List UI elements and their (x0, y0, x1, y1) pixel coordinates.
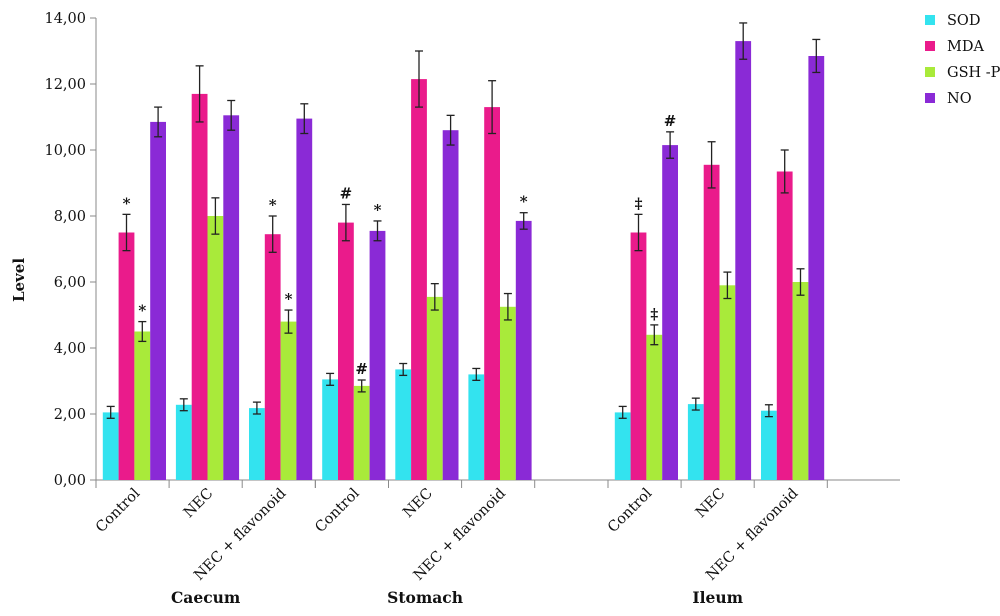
bar-mda (776, 171, 793, 480)
bar-mda (484, 107, 500, 480)
significance-mark: # (340, 184, 353, 202)
group-label: Caecum (171, 588, 241, 607)
y-tick-label: 6,00 (54, 275, 86, 291)
bar-sod (614, 412, 631, 480)
bar-no (662, 145, 678, 480)
bar-no (442, 130, 459, 480)
legend: SOD MDA GSH -Px NO (925, 13, 1000, 107)
x-tick-label: NEC (181, 486, 217, 522)
significance-mark: * (123, 194, 131, 212)
legend-swatch (925, 93, 935, 103)
bar-sod (761, 410, 777, 480)
y-tick-label: 14,00 (44, 11, 86, 27)
x-tick-label: Control (312, 485, 363, 536)
x-tick-label: NEC (400, 486, 436, 522)
bar-mda (338, 222, 354, 480)
y-tick-label: 4,00 (54, 341, 86, 357)
bar-gsh-px (646, 334, 663, 480)
bar-sod (175, 404, 192, 480)
bar-gsh-px (353, 385, 370, 480)
bar-mda (264, 234, 281, 480)
significance-mark: * (285, 290, 293, 308)
bar-gsh-px (134, 331, 151, 480)
legend-swatch (925, 67, 935, 77)
x-tick-label: Control (605, 485, 656, 536)
significance-mark: ‡ (635, 194, 643, 212)
bar-sod (102, 412, 119, 480)
bar-no (515, 220, 532, 480)
legend-swatch (925, 15, 935, 25)
bar-mda (703, 164, 720, 481)
bar-no (150, 121, 166, 481)
bar-no (735, 41, 752, 480)
significance-mark: * (269, 196, 277, 214)
significance-mark: * (138, 302, 146, 320)
y-tick-label: 12,00 (44, 77, 86, 93)
y-tick-label: 10,00 (44, 143, 86, 159)
bar-no (808, 56, 825, 480)
significance-mark: * (520, 193, 528, 211)
bar-no (296, 118, 313, 480)
y-tick-label: 0,00 (54, 473, 86, 489)
bar-mda (118, 232, 135, 480)
group-label: Ileum (692, 588, 743, 607)
bars: * * * * # # * * ‡ ‡ # (102, 22, 825, 481)
bar-gsh-px (426, 296, 443, 480)
x-tick-label: Control (93, 485, 144, 536)
significance-mark: ‡ (650, 305, 658, 323)
bar-no (369, 230, 386, 480)
bar-gsh-px (500, 306, 516, 481)
bar-gsh-px (792, 282, 809, 480)
bar-sod (687, 404, 704, 480)
bar-sod (249, 408, 265, 480)
significance-mark: # (664, 112, 677, 130)
bar-gsh-px (207, 216, 224, 480)
bar-gsh-px (719, 285, 736, 480)
legend-label: SOD (947, 13, 980, 29)
bar-mda (191, 93, 208, 481)
bar-mda (630, 232, 647, 480)
legend-swatch (925, 41, 935, 51)
legend-label: GSH -Px (947, 65, 1000, 81)
legend-label: MDA (947, 39, 984, 55)
x-tick-label: NEC (693, 486, 729, 522)
bar-sod (395, 369, 412, 480)
bar-gsh-px (280, 321, 297, 480)
y-tick-label: 8,00 (54, 209, 86, 225)
legend-label: NO (947, 91, 972, 107)
bar-sod (468, 374, 485, 480)
bar-mda (411, 79, 427, 480)
y-axis-label: Level (10, 258, 28, 302)
bar-sod (322, 379, 338, 480)
significance-mark: # (355, 360, 368, 378)
y-tick-label: 2,00 (54, 407, 86, 423)
group-label: Stomach (387, 588, 463, 607)
significance-mark: * (374, 201, 382, 219)
bar-no (223, 115, 240, 481)
